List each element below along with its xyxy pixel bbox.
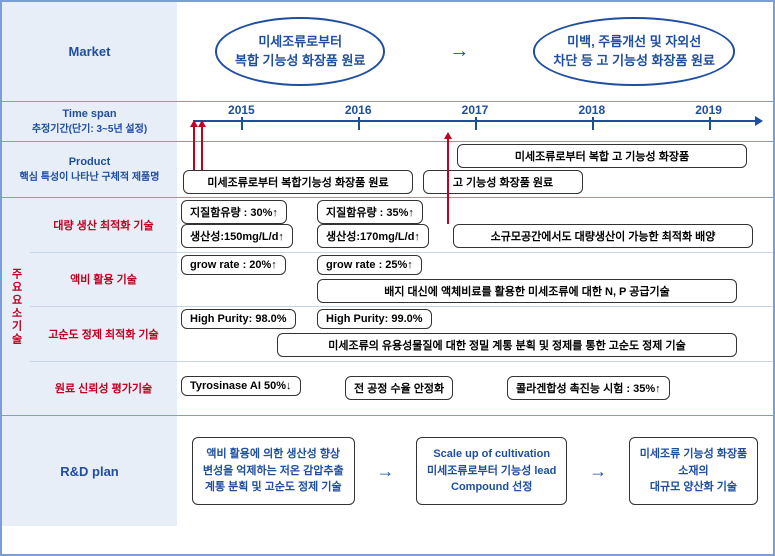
- rnd-content: 액비 활용에 의한 생산성 향상 변성을 억제하는 저온 감압추출 계통 분획 …: [177, 416, 773, 526]
- tech-row-1: 대량 생산 최적화 기술 지질함유량 : 30%↑ 지질함유량 : 35%↑ 생…: [30, 198, 773, 252]
- metric-box: 생산성:150mg/L/d↑: [181, 224, 293, 248]
- year-label: 2015: [224, 103, 259, 117]
- tech-row-3: 고순도 정제 최적화 기술 High Purity: 98.0% High Pu…: [30, 306, 773, 361]
- metric-box: Tyrosinase AI 50%↓: [181, 376, 301, 396]
- metric-box: 미세조류의 유용성물질에 대한 정밀 계통 분획 및 정제를 통한 고순도 정제…: [277, 333, 737, 357]
- metric-box: High Purity: 98.0%: [181, 309, 296, 329]
- red-arrow-icon: [201, 126, 203, 170]
- timeline-content: 2015 2016 2017 2018 2019: [177, 102, 773, 141]
- market-content: 미세조류로부터 복합 기능성 화장품 원료 → 미백, 주름개선 및 자외선 차…: [177, 2, 773, 101]
- year-label: 2019: [691, 103, 726, 117]
- red-arrow-icon: [193, 126, 195, 170]
- tech1-label: 대량 생산 최적화 기술: [30, 198, 177, 252]
- tech3-label: 고순도 정제 최적화 기술: [30, 307, 177, 361]
- metric-box: 지질함유량 : 30%↑: [181, 200, 287, 224]
- tech2-content: grow rate : 20%↑ grow rate : 25%↑ 배지 대신에…: [177, 253, 773, 307]
- product-content: 미세조류로부터 복합 고 기능성 화장품 미세조류로부터 복합기능성 화장품 원…: [177, 142, 773, 197]
- product-row: Product 핵심 특성이 나타난 구체적 제품명 미세조류로부터 복합 고 …: [2, 142, 773, 198]
- market-label: Market: [2, 2, 177, 101]
- arrow-icon: →: [376, 461, 394, 482]
- metric-box: 콜라겐합성 촉진능 시험 : 35%↑: [507, 376, 670, 400]
- timespan-sub: 추정기간(단기: 3~5년 설정): [32, 120, 147, 135]
- product-title: Product: [69, 156, 111, 168]
- timespan-title: Time span: [62, 108, 116, 120]
- metric-box: 소규모공간에서도 대량생산이 가능한 최적화 배양: [453, 224, 753, 248]
- year-label: 2017: [458, 103, 493, 117]
- metric-box: grow rate : 20%↑: [181, 255, 286, 275]
- year-label: 2018: [574, 103, 609, 117]
- metric-box: 배지 대신에 액체비료를 활용한 미세조류에 대한 N, P 공급기술: [317, 279, 737, 303]
- arrow-icon: →: [589, 461, 607, 482]
- rnd-title: R&D plan: [60, 464, 119, 479]
- red-arrow-icon: [447, 138, 449, 224]
- market-oval-1: 미세조류로부터 복합 기능성 화장품 원료: [215, 17, 385, 85]
- roadmap-diagram: Market 미세조류로부터 복합 기능성 화장품 원료 → 미백, 주름개선 …: [0, 0, 775, 556]
- tech2-label: 액비 활용 기술: [30, 253, 177, 307]
- metric-box: High Purity: 99.0%: [317, 309, 432, 329]
- rnd-box-2: Scale up of cultivation 미세조류로부터 기능성 lead…: [416, 437, 567, 505]
- tech-section: 주요요소기술 대량 생산 최적화 기술 지질함유량 : 30%↑ 지질함유량 :…: [2, 198, 773, 416]
- metric-box: 생산성:170mg/L/d↑: [317, 224, 429, 248]
- product-sub: 핵심 특성이 나타난 구체적 제품명: [20, 168, 160, 183]
- product-label: Product 핵심 특성이 나타난 구체적 제품명: [2, 142, 177, 197]
- arrow-icon: →: [449, 40, 469, 63]
- tech-row-2: 액비 활용 기술 grow rate : 20%↑ grow rate : 25…: [30, 252, 773, 307]
- rnd-label: R&D plan: [2, 416, 177, 526]
- tech-row-4: 원료 신뢰성 평가기술 Tyrosinase AI 50%↓ 전 공정 수율 안…: [30, 361, 773, 416]
- timespan-row: Time span 추정기간(단기: 3~5년 설정) 2015 2016 20…: [2, 102, 773, 142]
- metric-box: 전 공정 수율 안정화: [345, 376, 453, 400]
- timeline: 2015 2016 2017 2018 2019: [183, 106, 767, 137]
- tech3-content: High Purity: 98.0% High Purity: 99.0% 미세…: [177, 307, 773, 361]
- tech-main-label: 주요요소기술: [2, 198, 30, 415]
- market-label-text: Market: [69, 44, 111, 59]
- year-label: 2016: [341, 103, 376, 117]
- metric-box: 지질함유량 : 35%↑: [317, 200, 423, 224]
- metric-box: grow rate : 25%↑: [317, 255, 422, 275]
- rnd-box-1: 액비 활용에 의한 생산성 향상 변성을 억제하는 저온 감압추출 계통 분획 …: [192, 437, 355, 505]
- product-box: 미세조류로부터 복합기능성 화장품 원료: [183, 170, 413, 194]
- tech1-content: 지질함유량 : 30%↑ 지질함유량 : 35%↑ 생산성:150mg/L/d↑…: [177, 198, 773, 252]
- market-row: Market 미세조류로부터 복합 기능성 화장품 원료 → 미백, 주름개선 …: [2, 2, 773, 102]
- product-box: 미세조류로부터 복합 고 기능성 화장품: [457, 144, 747, 168]
- market-oval-2: 미백, 주름개선 및 자외선 차단 등 고 기능성 화장품 원료: [533, 17, 735, 85]
- timespan-label: Time span 추정기간(단기: 3~5년 설정): [2, 102, 177, 141]
- rnd-row: R&D plan 액비 활용에 의한 생산성 향상 변성을 억제하는 저온 감압…: [2, 416, 773, 526]
- tech4-content: Tyrosinase AI 50%↓ 전 공정 수율 안정화 콜라겐합성 촉진능…: [177, 362, 773, 416]
- tech-rows: 대량 생산 최적화 기술 지질함유량 : 30%↑ 지질함유량 : 35%↑ 생…: [30, 198, 773, 415]
- tech4-label: 원료 신뢰성 평가기술: [30, 362, 177, 416]
- rnd-box-3: 미세조류 기능성 화장품 소재의 대규모 양산화 기술: [629, 437, 758, 505]
